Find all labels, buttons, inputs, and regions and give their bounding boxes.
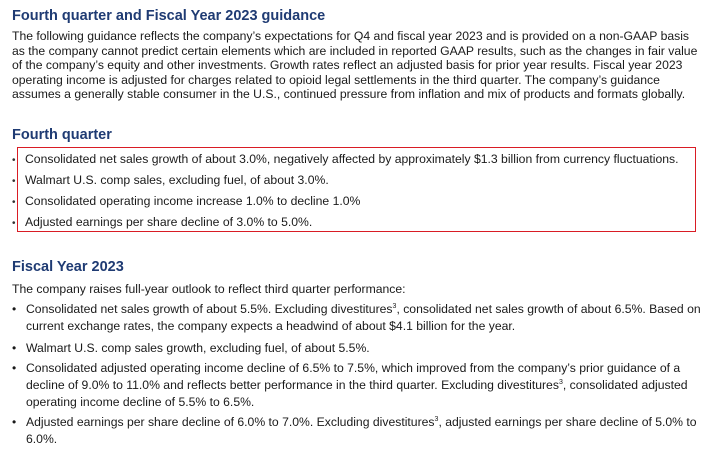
bullet: • bbox=[12, 341, 17, 355]
fiscal-year-item: • Consolidated net sales growth of about… bbox=[12, 301, 704, 335]
bullet: • bbox=[12, 361, 17, 375]
fourth-quarter-item-text: Adjusted earnings per share decline of 3… bbox=[25, 215, 313, 229]
bullet: • bbox=[12, 218, 16, 229]
bullet: • bbox=[12, 302, 17, 316]
fourth-quarter-item-text: Consolidated operating income increase 1… bbox=[25, 194, 361, 208]
footnote-marker: 3 bbox=[434, 416, 439, 423]
fourth-quarter-heading: Fourth quarter bbox=[12, 127, 112, 143]
fiscal-year-item-text: Adjusted earnings per share decline of 6… bbox=[26, 415, 697, 446]
fiscal-year-item: • Walmart U.S. comp sales growth, exclud… bbox=[12, 340, 704, 357]
bullet: • bbox=[12, 155, 16, 166]
guidance-intro: The following guidance reflects the comp… bbox=[12, 29, 698, 102]
fiscal-year-item: • Consolidated adjusted operating income… bbox=[12, 360, 704, 410]
bullet: • bbox=[12, 176, 16, 187]
fiscal-year-item-text: Walmart U.S. comp sales growth, excludin… bbox=[26, 341, 370, 355]
footnote-marker: 3 bbox=[558, 378, 563, 386]
bullet: • bbox=[12, 197, 16, 208]
fiscal-year-item-text: Consolidated adjusted operating income d… bbox=[26, 361, 688, 409]
bullet: • bbox=[12, 415, 17, 429]
fourth-quarter-item-text: Walmart U.S. comp sales, excluding fuel,… bbox=[25, 173, 329, 187]
fourth-quarter-item-text: Consolidated net sales growth of about 3… bbox=[25, 152, 679, 166]
footnote-marker: 3 bbox=[392, 303, 397, 310]
fiscal-year-item-text: Consolidated net sales growth of about 5… bbox=[26, 302, 701, 333]
fourth-quarter-highlight-box bbox=[17, 147, 696, 232]
fiscal-year-intro: The company raises full-year outlook to … bbox=[12, 282, 406, 296]
fiscal-year-heading: Fiscal Year 2023 bbox=[12, 259, 124, 275]
guidance-heading: Fourth quarter and Fiscal Year 2023 guid… bbox=[12, 8, 326, 24]
fiscal-year-item: • Adjusted earnings per share decline of… bbox=[12, 414, 704, 448]
